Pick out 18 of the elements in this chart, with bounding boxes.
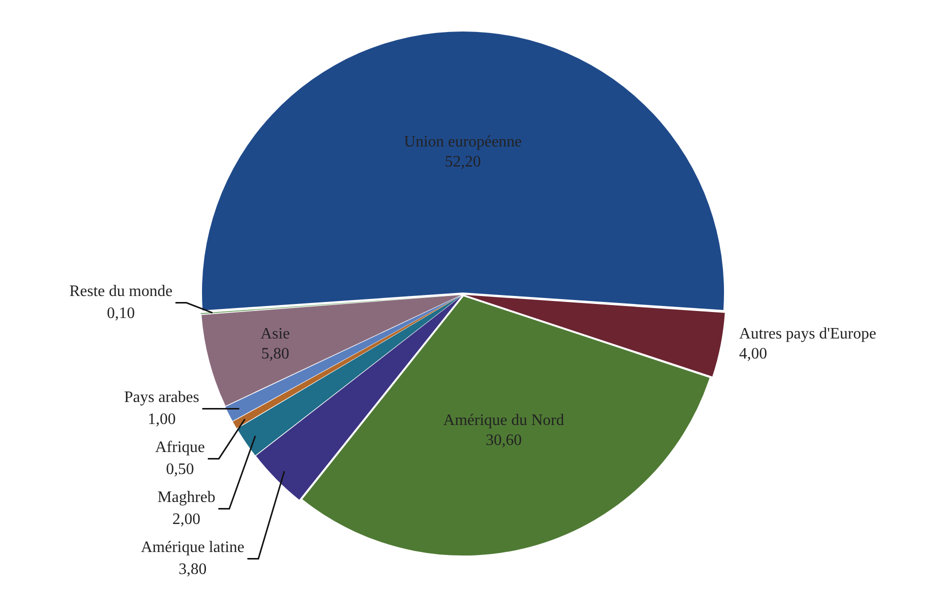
data-label: 2,00: [172, 510, 200, 528]
slice-label: Afrique: [155, 438, 205, 456]
data-label: 4,00: [739, 346, 768, 363]
data-label: 0,10: [106, 305, 135, 322]
data-label: 30,60: [486, 432, 522, 450]
slice-label: Amérique du Nord: [443, 412, 564, 430]
data-label: 52,20: [444, 153, 481, 170]
slice-label: Autres pays d'Europe: [739, 326, 876, 343]
slice-label: Maghreb: [158, 488, 216, 506]
data-label: 3,80: [178, 560, 207, 578]
data-label: 1,00: [148, 410, 176, 428]
slice-label: Reste du monde: [69, 283, 172, 300]
data-label: 5,80: [261, 345, 290, 362]
slice-label: Asie: [260, 325, 290, 342]
slice-label: Union européenne: [404, 133, 522, 150]
slice-label: Pays arabes: [124, 388, 200, 406]
data-label: 0,50: [166, 460, 194, 478]
slice-label: Amérique latine: [140, 538, 244, 556]
